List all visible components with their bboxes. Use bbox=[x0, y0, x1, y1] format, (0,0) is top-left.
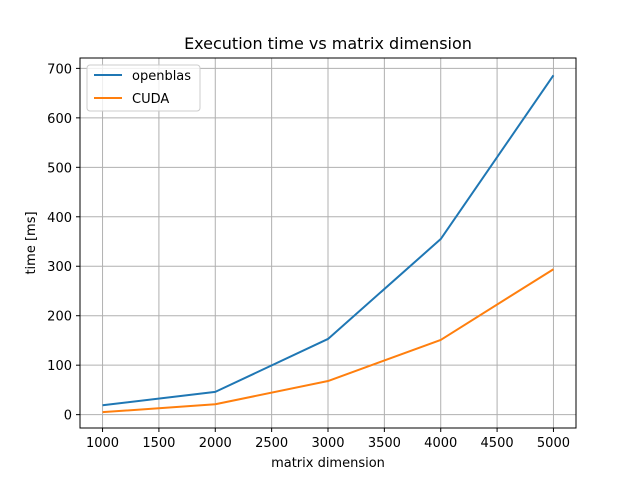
x-tick-label: 3500 bbox=[368, 436, 401, 451]
x-axis-label: matrix dimension bbox=[271, 456, 385, 471]
chart-title: Execution time vs matrix dimension bbox=[184, 34, 472, 53]
series-lines bbox=[102, 74, 555, 414]
x-tick-label: 3000 bbox=[311, 436, 344, 451]
y-axis-label: time [ms] bbox=[24, 211, 39, 274]
x-tick-label: 2000 bbox=[199, 436, 232, 451]
series-line-openblas bbox=[102, 74, 555, 407]
y-tick-label: 100 bbox=[47, 359, 72, 374]
legend: openblas CUDA bbox=[86, 64, 201, 112]
grid bbox=[80, 58, 576, 428]
legend-box bbox=[86, 64, 201, 112]
x-tick-label: 4000 bbox=[424, 436, 457, 451]
y-tick-label: 300 bbox=[47, 260, 72, 275]
legend-label-openblas: openblas bbox=[132, 69, 191, 84]
y-tick-label: 500 bbox=[47, 161, 72, 176]
y-axis: 0 100 200 300 400 500 600 700 bbox=[47, 62, 80, 424]
y-tick-label: 600 bbox=[47, 112, 72, 127]
x-axis: 1000 1500 2000 2500 3000 3500 4000 4500 5000 bbox=[86, 428, 570, 451]
x-tick-label: 4500 bbox=[481, 436, 514, 451]
x-tick-label: 2500 bbox=[255, 436, 288, 451]
x-tick-label: 1500 bbox=[142, 436, 175, 451]
x-tick-label: 1000 bbox=[86, 436, 119, 451]
y-tick-label: 400 bbox=[47, 211, 72, 226]
y-tick-label: 200 bbox=[47, 310, 72, 325]
legend-label-cuda: CUDA bbox=[132, 92, 169, 107]
series-line-cuda bbox=[102, 268, 554, 414]
x-tick-label: 5000 bbox=[537, 436, 570, 451]
y-tick-label: 0 bbox=[64, 409, 72, 424]
y-tick-label: 700 bbox=[47, 62, 72, 77]
